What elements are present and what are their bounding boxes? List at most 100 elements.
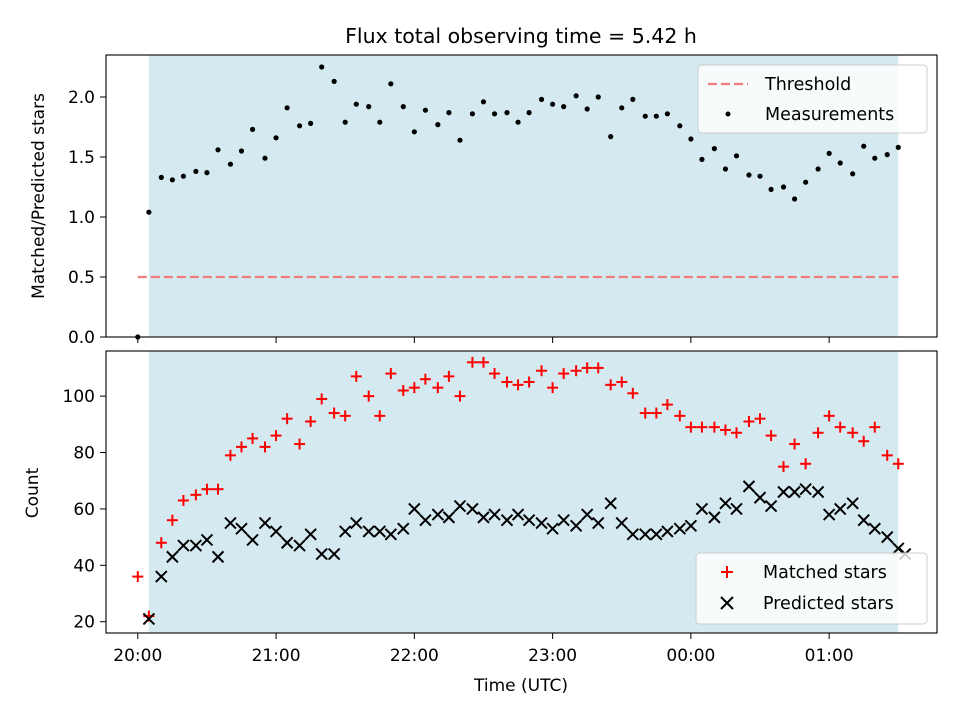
x-tick-label: 00:00 bbox=[666, 646, 715, 666]
measurement-point bbox=[193, 168, 199, 174]
measurement-point bbox=[515, 119, 521, 125]
measurement-point bbox=[677, 123, 683, 129]
top-x-ticks bbox=[137, 337, 830, 343]
predicted-star-marker bbox=[293, 539, 306, 552]
predicted-star-marker bbox=[557, 513, 570, 527]
matched-star-marker bbox=[812, 427, 824, 439]
y-tick-label: 0.0 bbox=[68, 328, 95, 348]
predicted-star-marker-b bbox=[788, 485, 801, 499]
predicted-star-marker bbox=[166, 550, 179, 564]
predicted-star-marker-b bbox=[639, 528, 652, 541]
matched-star-marker bbox=[800, 458, 812, 470]
measurement-point bbox=[469, 111, 476, 117]
measurement-point bbox=[608, 134, 614, 140]
predicted-star-marker-b bbox=[200, 533, 214, 547]
predicted-star-marker-b bbox=[580, 508, 594, 521]
predicted-star-marker bbox=[569, 519, 583, 533]
measurement-point bbox=[331, 78, 337, 84]
bottom-legend-box bbox=[695, 552, 928, 625]
matched-star-marker bbox=[374, 410, 386, 422]
bottom-legend: Matched stars Predicted stars bbox=[695, 552, 928, 625]
matched-star-marker bbox=[581, 362, 593, 374]
predicted-star-marker bbox=[811, 485, 825, 499]
predicted-star-marker bbox=[799, 482, 812, 496]
matched-star-marker bbox=[719, 424, 731, 436]
y-tick-label: 20 bbox=[73, 613, 95, 633]
predicted-star-marker-b bbox=[327, 547, 341, 561]
predicted-star-marker-b bbox=[397, 522, 410, 535]
matched-star-marker bbox=[363, 390, 375, 402]
measurement-point bbox=[884, 152, 890, 158]
measurement-point bbox=[664, 111, 670, 117]
measurement-point bbox=[353, 101, 359, 107]
chart-title: Flux total observing time = 5.42 h bbox=[345, 24, 697, 48]
measurement-point bbox=[733, 153, 740, 159]
predicted-star-marker bbox=[857, 513, 870, 527]
predicted-star-marker-b bbox=[822, 508, 836, 521]
matched-star-marker bbox=[834, 421, 846, 433]
predicted-star-marker bbox=[846, 497, 859, 510]
measurement-point bbox=[238, 148, 245, 154]
predicted-star-marker-b bbox=[604, 497, 617, 510]
matched-star-marker bbox=[224, 449, 236, 461]
predicted-star-marker bbox=[742, 480, 756, 493]
x-tick-label: 22:00 bbox=[390, 646, 439, 666]
predicted-stars-points bbox=[142, 480, 912, 626]
matched-star-marker bbox=[247, 432, 259, 444]
matched-star-marker bbox=[190, 489, 202, 501]
measurement-point bbox=[861, 143, 867, 149]
predicted-star-marker-b bbox=[500, 513, 514, 527]
y-tick-label: 1.5 bbox=[68, 148, 95, 168]
predicted-star-marker bbox=[626, 528, 640, 541]
measurement-point bbox=[630, 96, 636, 102]
matched-star-marker bbox=[789, 438, 801, 450]
matched-star-marker bbox=[523, 376, 535, 388]
measurement-point bbox=[204, 170, 210, 176]
measurement-point bbox=[653, 113, 659, 119]
top-legend: Threshold Measurements bbox=[697, 64, 928, 134]
bottom-y-ticks: 20 40 60 80 100 bbox=[63, 387, 106, 633]
matched-star-marker bbox=[536, 365, 548, 377]
top-legend-box bbox=[697, 64, 928, 134]
predicted-star-marker-b bbox=[857, 513, 870, 527]
predicted-star-marker-b bbox=[384, 528, 398, 541]
predicted-star-marker-b bbox=[673, 522, 687, 535]
predicted-star-marker bbox=[442, 511, 456, 524]
matched-star-marker bbox=[639, 407, 651, 419]
matched-star-marker bbox=[201, 483, 213, 495]
matched-star-marker bbox=[432, 382, 444, 394]
measurement-point bbox=[722, 166, 729, 172]
predicted-star-marker-b bbox=[466, 502, 479, 516]
predicted-star-marker-b bbox=[177, 539, 190, 552]
matched-star-marker bbox=[177, 494, 189, 506]
measurement-point bbox=[550, 101, 556, 107]
predicted-star-marker-b bbox=[730, 502, 743, 516]
predicted-star-marker bbox=[246, 533, 259, 547]
predicted-star-marker-b bbox=[592, 516, 605, 530]
matched-star-marker bbox=[212, 483, 224, 495]
predicted-star-marker-b bbox=[695, 502, 709, 516]
predicted-star-marker bbox=[639, 528, 652, 541]
matched-star-marker bbox=[294, 438, 306, 450]
matched-star-marker bbox=[743, 416, 755, 427]
matched-star-marker bbox=[592, 362, 604, 374]
predicted-star-marker-b bbox=[777, 485, 790, 499]
bottom-y-axis-label: Count bbox=[23, 467, 43, 518]
measurement-point bbox=[377, 119, 383, 125]
predicted-star-marker-b bbox=[419, 513, 432, 527]
top-y-axis-label: Matched/Predicted stars bbox=[29, 93, 49, 299]
matched-star-marker bbox=[650, 407, 662, 419]
predicted-star-marker bbox=[338, 525, 352, 538]
predicted-star-marker-b bbox=[742, 480, 756, 493]
predicted-star-marker-b bbox=[892, 542, 905, 555]
matched-star-marker bbox=[708, 421, 720, 433]
predicted-star-marker-b bbox=[868, 522, 881, 535]
predicted-star-marker bbox=[258, 516, 272, 530]
predicted-star-marker bbox=[604, 497, 617, 510]
bottom-x-ticks: 20:00 21:00 22:00 23:00 00:00 01:00 bbox=[113, 633, 854, 666]
predicted-star-marker bbox=[477, 511, 490, 524]
measurement-point bbox=[780, 184, 787, 190]
measurement-point bbox=[711, 146, 717, 152]
matched-star-marker bbox=[605, 379, 617, 391]
matched-star-marker bbox=[305, 416, 317, 427]
